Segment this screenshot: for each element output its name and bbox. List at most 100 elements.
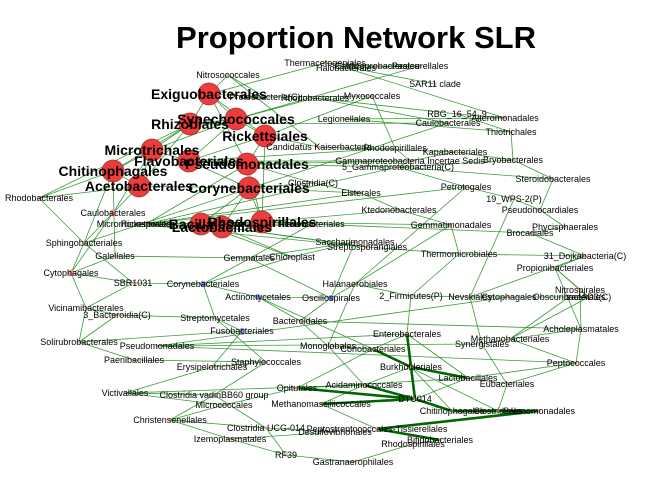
node-label: Exiguobacterales bbox=[151, 86, 267, 102]
network-edge bbox=[188, 147, 396, 162]
node-label: Rhodospirillales bbox=[381, 439, 445, 449]
node-label: Clostridia(C) bbox=[288, 178, 338, 188]
network-node bbox=[528, 231, 532, 235]
network-node bbox=[538, 208, 542, 212]
network-node bbox=[113, 254, 117, 258]
network-edge bbox=[397, 166, 467, 188]
network-edge bbox=[124, 392, 225, 406]
network-edge bbox=[229, 438, 287, 456]
network-edge bbox=[227, 74, 266, 98]
network-edge bbox=[363, 366, 412, 386]
node-label: Selenomonadales bbox=[503, 406, 576, 416]
node-label: 5_Gammaproteobacteria(C) bbox=[342, 162, 454, 172]
network-edge bbox=[83, 170, 114, 244]
network-edge bbox=[324, 62, 378, 67]
network-edge bbox=[314, 97, 449, 124]
node-label: Thermomicrobiales bbox=[421, 249, 498, 259]
network-edge bbox=[575, 328, 582, 364]
network-edge bbox=[156, 333, 408, 347]
network-node bbox=[101, 159, 125, 183]
network-node bbox=[480, 342, 484, 346]
node-label: Gastranaerophilales bbox=[313, 457, 394, 467]
node-label: Lactobacillales bbox=[438, 373, 498, 383]
network-edge bbox=[509, 296, 570, 340]
network-edge bbox=[235, 65, 421, 120]
network-edge bbox=[124, 384, 365, 394]
network-node bbox=[438, 438, 442, 442]
network-edge bbox=[513, 198, 541, 211]
network-edge bbox=[248, 257, 332, 299]
network-edge bbox=[320, 403, 378, 430]
network-node bbox=[362, 383, 366, 387]
network-edge bbox=[202, 256, 293, 285]
network-edge bbox=[223, 387, 298, 406]
network-edge bbox=[406, 333, 469, 379]
node-label: Desulfovibrionales bbox=[298, 427, 372, 437]
network-edge bbox=[70, 212, 114, 274]
network-node bbox=[132, 358, 136, 362]
node-label: Synechococcales bbox=[177, 111, 295, 127]
node-label: Enterobacterales bbox=[373, 329, 442, 339]
node-label: Obscuribacterales bbox=[533, 292, 606, 302]
network-node bbox=[375, 64, 379, 68]
network-edge bbox=[264, 95, 373, 98]
network-node bbox=[512, 197, 516, 201]
network-edge bbox=[398, 209, 452, 226]
node-label: Proteobacteria(C) bbox=[229, 92, 300, 102]
network-edge bbox=[208, 62, 326, 95]
network-edge bbox=[83, 242, 134, 284]
node-label: Saccharimonadales bbox=[315, 237, 395, 247]
network-node bbox=[333, 430, 337, 434]
network-node bbox=[77, 340, 81, 344]
node-label: Ktedonobacterales bbox=[361, 205, 437, 215]
node-label: Micrococcales bbox=[195, 400, 253, 410]
network-edge bbox=[467, 362, 577, 379]
network-node bbox=[197, 82, 221, 106]
network-edge bbox=[208, 93, 248, 165]
network-edge bbox=[412, 439, 441, 445]
node-label: Alteromonadales bbox=[471, 113, 539, 123]
network-node bbox=[508, 337, 512, 341]
network-node bbox=[323, 61, 327, 65]
network-node bbox=[505, 382, 509, 386]
network-edge bbox=[343, 118, 512, 133]
network-edge bbox=[465, 186, 515, 200]
network-node bbox=[468, 295, 472, 299]
network-edge bbox=[397, 159, 514, 168]
network-node bbox=[371, 347, 375, 351]
network-node bbox=[411, 442, 415, 446]
node-label: Solirubrobacterales bbox=[40, 337, 118, 347]
network-node bbox=[375, 427, 379, 431]
network-edge bbox=[509, 328, 582, 340]
network-edge bbox=[410, 253, 460, 297]
node-label: Opitutales bbox=[277, 383, 318, 393]
node-label: Bryobacterales bbox=[483, 155, 544, 165]
node-label: Brocadiales bbox=[506, 228, 554, 238]
node-label: Myxococcales bbox=[344, 91, 401, 101]
node-label: Methanobacteriales bbox=[471, 334, 550, 344]
node-label: Synergistales bbox=[455, 339, 510, 349]
network-edge bbox=[169, 404, 225, 421]
node-label: Streptosporangiales bbox=[327, 242, 408, 252]
node-label: zaeAD3(C) bbox=[567, 292, 612, 302]
node-label: Acholeplasmatales bbox=[543, 324, 619, 334]
node-label: Bifidobacteriales bbox=[407, 435, 474, 445]
network-edge bbox=[352, 443, 414, 463]
network-node bbox=[264, 360, 268, 364]
network-node bbox=[140, 138, 164, 162]
network-node bbox=[466, 376, 470, 380]
network-edge bbox=[78, 341, 135, 361]
network-node bbox=[155, 344, 159, 348]
node-label: Thermacetogeniales bbox=[284, 58, 366, 68]
network-edge bbox=[156, 345, 577, 364]
node-label: Streptomycetales bbox=[180, 313, 250, 323]
node-label: Caulobacterales bbox=[415, 118, 481, 128]
network-edge bbox=[406, 295, 412, 335]
network-edge bbox=[135, 223, 368, 248]
network-edge bbox=[327, 345, 374, 350]
network-node bbox=[298, 319, 302, 323]
network-node bbox=[144, 222, 148, 226]
node-label: Rhodobacterales bbox=[5, 193, 74, 203]
network-node bbox=[247, 256, 251, 260]
